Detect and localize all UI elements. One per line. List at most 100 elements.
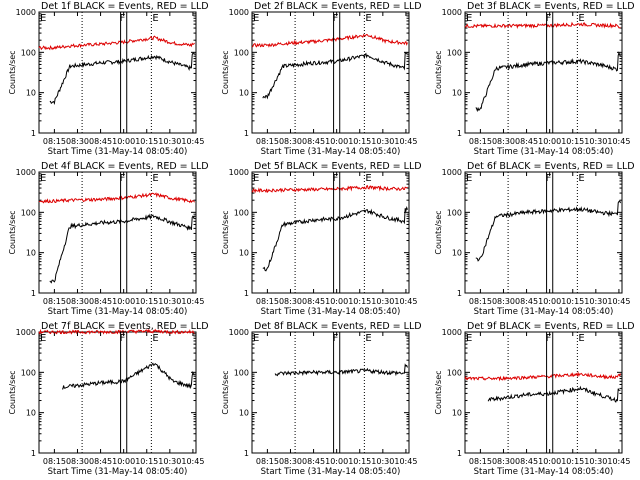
y-tick-label: 10 <box>239 89 249 98</box>
x-tick-label: 10:15 <box>348 137 371 146</box>
interval-marker-label: F <box>120 173 126 184</box>
interval-marker-label: E <box>466 333 472 344</box>
panel-title: Det 7f BLACK = Events, RED = LLD <box>41 321 209 332</box>
x-tick-label: 08:15 <box>256 137 279 146</box>
chart-panel-2: Det 2f BLACK = Events, RED = LLD 1 10 100 10… <box>221 1 422 157</box>
x-tick-label: 08:15 <box>469 297 492 306</box>
x-tick-label: 08:30 <box>66 457 89 466</box>
x-tick-label: 10:15 <box>135 137 158 146</box>
y-tick-label: 100 <box>21 368 36 377</box>
y-tick-label: 10 <box>239 409 249 418</box>
interval-marker-label: E <box>466 173 472 184</box>
interval-marker-label: F <box>546 173 552 184</box>
x-tick-label: 10:00 <box>325 297 348 306</box>
y-tick-label: 100 <box>234 368 249 377</box>
x-tick-label: 08:15 <box>469 137 492 146</box>
x-tick-label: 10:45 <box>394 137 417 146</box>
interval-marker-label: E <box>152 333 158 344</box>
interval-marker-label: E <box>152 173 158 184</box>
plot-frame <box>251 171 410 294</box>
x-tick-label: 10:15 <box>135 457 158 466</box>
x-tick-label: 08:15 <box>43 297 66 306</box>
x-tick-label: 10:00 <box>538 297 561 306</box>
y-axis-label: Counts/sec <box>8 210 17 254</box>
y-tick-label: 1000 <box>16 168 36 177</box>
x-tick-label: 10:30 <box>584 297 607 306</box>
x-tick-label: 08:45 <box>515 297 538 306</box>
flare-interval-box <box>120 11 128 134</box>
y-tick-label: 1 <box>31 449 36 458</box>
x-tick-label: 10:00 <box>112 297 135 306</box>
x-tick-label: 10:00 <box>538 457 561 466</box>
chart-panel-6: Det 6f BLACK = Events, RED = LLD 1 10 100 10… <box>434 161 635 317</box>
x-tick-label: 10:15 <box>561 297 584 306</box>
interval-marker-label: E <box>40 333 46 344</box>
x-tick-label: 08:15 <box>256 457 279 466</box>
x-tick-label: 10:45 <box>607 457 630 466</box>
chart-panel-4: Det 4f BLACK = Events, RED = LLD 1 10 100 10… <box>8 161 209 317</box>
x-tick-label: 10:30 <box>158 297 181 306</box>
interval-marker-label: E <box>152 13 158 24</box>
y-tick-label: 10 <box>452 249 462 258</box>
series-line-lld <box>38 35 195 51</box>
y-tick-label: 1000 <box>442 168 462 177</box>
flare-interval-box <box>120 331 128 454</box>
chart-panel-7: Det 7f BLACK = Events, RED = LLD 1 10 100 10… <box>8 321 209 477</box>
x-tick-label: 10:45 <box>394 457 417 466</box>
x-tick-label: 08:45 <box>89 137 112 146</box>
series-line-events <box>61 362 195 390</box>
y-tick-label: 100 <box>447 48 462 57</box>
y-tick-label: 1 <box>457 449 462 458</box>
y-tick-label: 1 <box>244 289 249 298</box>
y-tick-label: 100 <box>447 208 462 217</box>
x-tick-label: 10:15 <box>561 137 584 146</box>
x-axis-label: Start Time (31-May-14 08:05:40) <box>261 307 401 317</box>
interval-marker-label: F <box>333 13 339 24</box>
y-tick-label: 10 <box>239 249 249 258</box>
flare-interval-box <box>333 171 341 294</box>
x-tick-label: 10:45 <box>394 297 417 306</box>
interval-marker-label: E <box>253 333 259 344</box>
series-line-events <box>262 51 408 100</box>
y-tick-label: 100 <box>21 48 36 57</box>
panel-title: Det 3f BLACK = Events, RED = LLD <box>467 1 635 12</box>
y-axis-label: Counts/sec <box>434 370 443 414</box>
x-tick-label: 10:00 <box>112 457 135 466</box>
plot-frame <box>38 331 197 454</box>
y-tick-label: 100 <box>234 208 249 217</box>
chart-panel-1: Det 1f BLACK = Events, RED = LLD 1 10 100 10… <box>8 1 209 157</box>
x-tick-label: 08:30 <box>492 457 515 466</box>
x-tick-label: 08:45 <box>302 137 325 146</box>
flare-interval-box <box>120 171 128 294</box>
plot-frame <box>38 11 197 134</box>
y-tick-label: 1 <box>244 129 249 138</box>
y-tick-label: 1 <box>457 289 462 298</box>
y-tick-label: 1000 <box>229 168 249 177</box>
interval-marker-label: F <box>546 333 552 344</box>
y-axis-label: Counts/sec <box>221 370 230 414</box>
x-axis-label: Start Time (31-May-14 08:05:40) <box>48 307 188 317</box>
x-tick-label: 08:45 <box>89 297 112 306</box>
chart-panel-8: Det 8f BLACK = Events, RED = LLD 1 10 100 10… <box>221 321 422 477</box>
interval-marker-label: F <box>333 173 339 184</box>
x-tick-label: 10:15 <box>561 457 584 466</box>
interval-marker-label: E <box>365 13 371 24</box>
x-tick-label: 10:00 <box>325 457 348 466</box>
x-tick-label: 10:30 <box>371 457 394 466</box>
x-axis-label: Start Time (31-May-14 08:05:40) <box>474 307 614 317</box>
x-axis-label: Start Time (31-May-14 08:05:40) <box>48 147 188 157</box>
series-line-events <box>262 205 408 272</box>
x-axis-label: Start Time (31-May-14 08:05:40) <box>474 467 614 477</box>
y-axis-label: Counts/sec <box>221 210 230 254</box>
y-tick-label: 10 <box>452 89 462 98</box>
x-tick-label: 08:45 <box>302 457 325 466</box>
y-tick-label: 10 <box>26 89 36 98</box>
x-tick-label: 10:30 <box>584 137 607 146</box>
interval-marker-label: E <box>578 173 584 184</box>
y-tick-label: 1 <box>457 129 462 138</box>
panel-title: Det 8f BLACK = Events, RED = LLD <box>254 321 422 332</box>
x-tick-label: 10:15 <box>135 297 158 306</box>
x-tick-label: 08:30 <box>279 137 302 146</box>
y-tick-label: 1 <box>31 289 36 298</box>
x-tick-label: 08:15 <box>43 457 66 466</box>
